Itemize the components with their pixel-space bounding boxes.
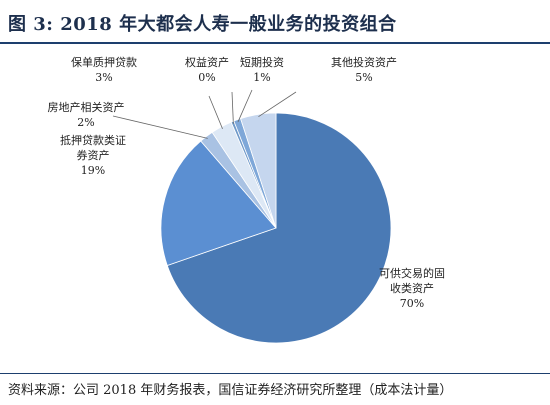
leader-line-7 xyxy=(258,91,297,118)
pie-slice-2 xyxy=(160,140,277,266)
leader-line-6 xyxy=(237,89,253,123)
leader-line-3 xyxy=(112,115,208,139)
bottom-rule xyxy=(0,373,550,374)
slice-value: 70% xyxy=(400,297,424,310)
source-note: 资料来源：公司 2018 年财务报表，国信证券经济研究所整理（成本法计量） xyxy=(8,383,453,398)
slice-name: 抵押贷款类证 xyxy=(60,133,126,147)
slice-name: 保单质押贷款 xyxy=(71,55,137,69)
slice-value: 5% xyxy=(355,71,372,84)
slice-label-5: 权益资产 0% xyxy=(185,55,229,84)
slice-value: 0% xyxy=(198,71,215,84)
slice-name: 可供交易的固 xyxy=(379,266,445,280)
pie-chart: 可供交易的固收类资产 70% 抵押贷款类证券资产 19% 房地产相关资产 2% 保单质押贷款… xyxy=(48,55,445,344)
slice-label-1: 可供交易的固收类资产 70% xyxy=(379,266,445,310)
pie-slice-1 xyxy=(166,112,392,344)
leader-line-5 xyxy=(231,91,234,124)
slice-label-6: 短期投资 1% xyxy=(240,55,284,84)
slice-name: 券资产 xyxy=(77,148,110,162)
top-rule xyxy=(0,42,550,44)
slice-label-3: 房地产相关资产 2% xyxy=(48,100,125,129)
slice-name: 短期投资 xyxy=(240,55,284,69)
slice-value: 1% xyxy=(253,71,270,84)
slice-name: 收类资产 xyxy=(390,281,434,295)
slice-name: 权益资产 xyxy=(185,55,229,69)
slice-name: 其他投资资产 xyxy=(331,55,397,69)
slice-value: 3% xyxy=(95,71,112,84)
pie-slice-7 xyxy=(240,112,277,229)
slice-label-7: 其他投资资产 5% xyxy=(331,55,397,84)
slice-name: 房地产相关资产 xyxy=(48,100,125,114)
slice-value: 19% xyxy=(81,164,105,177)
title-bar: 图 3: 2018 年大都会人寿一般业务的投资组合 xyxy=(0,0,550,44)
slice-label-2: 抵押贷款类证券资产 19% xyxy=(60,133,126,177)
figure-title: 图 3: 2018 年大都会人寿一般业务的投资组合 xyxy=(8,14,397,35)
slice-label-4: 保单质押贷款 3% xyxy=(71,55,137,84)
leader-line-4 xyxy=(208,95,223,129)
slice-value: 2% xyxy=(77,116,94,129)
